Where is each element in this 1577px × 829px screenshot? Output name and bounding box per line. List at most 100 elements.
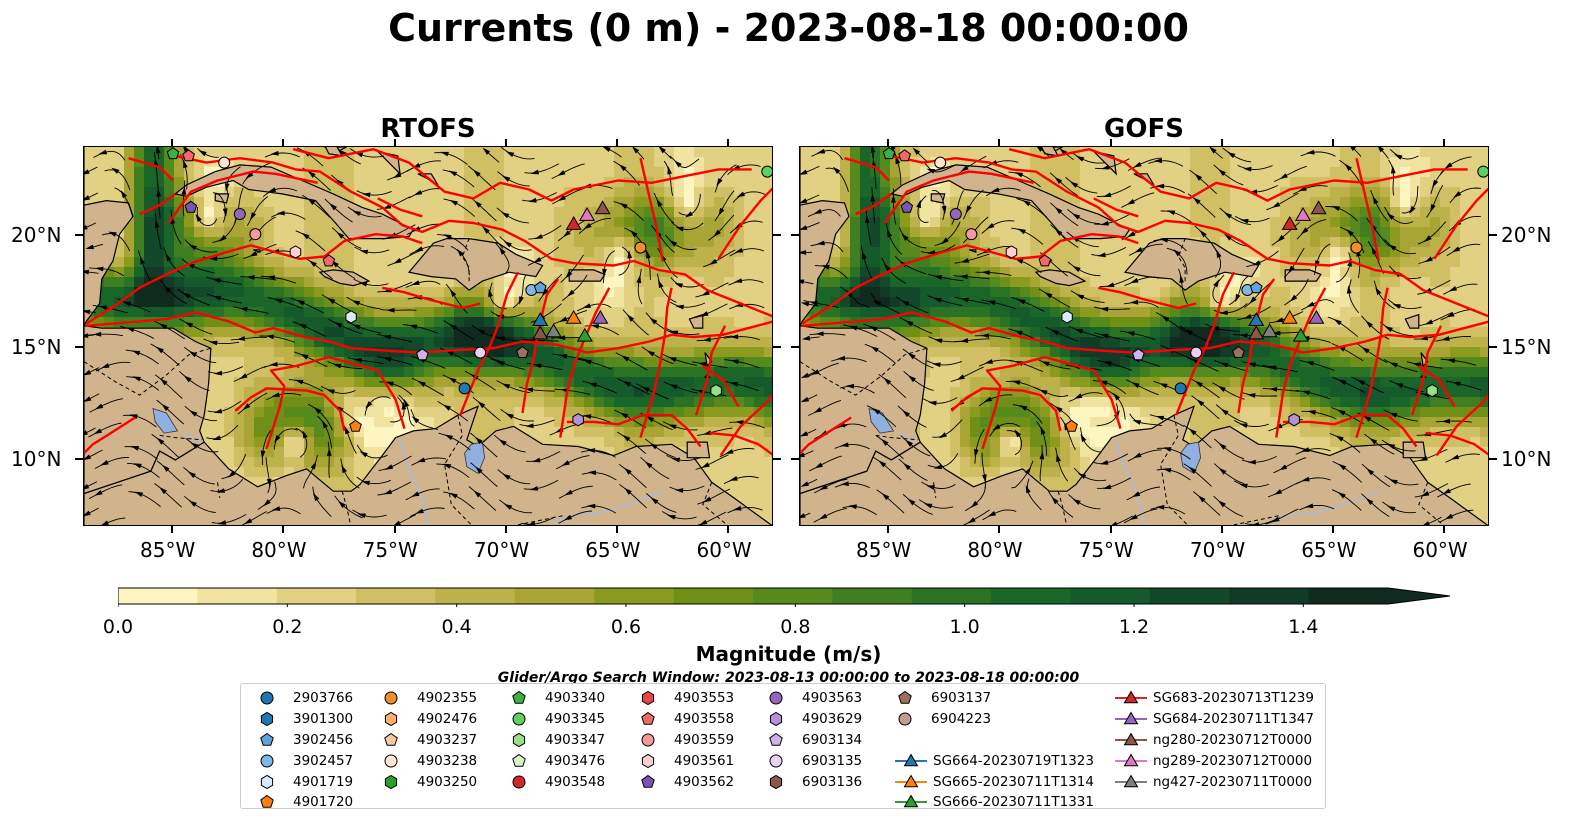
lon-tick-label: 70°W [1189, 538, 1246, 562]
legend-item: 4903237 [381, 730, 477, 751]
lat-tick-label: 15°N [11, 335, 62, 360]
argo-float-4903558[interactable] [898, 149, 911, 162]
lon-tick-label: 85°W [856, 538, 912, 562]
glider-ng280-20230712T0000[interactable] [1248, 325, 1265, 340]
glider-ng427-20230711T0000[interactable] [1261, 323, 1278, 338]
argo-float-4903238[interactable] [218, 156, 231, 169]
legend-marker-icon [1115, 711, 1147, 725]
legend-label: 4903238 [417, 752, 478, 769]
lon-tick-label: 75°W [1078, 538, 1134, 562]
legend-label: 4901719 [293, 773, 354, 790]
argo-float-4903558[interactable] [182, 149, 195, 162]
glider-SG683-20230713T1239[interactable] [1281, 215, 1298, 230]
argo-float-6903135[interactable] [1190, 346, 1203, 359]
argo-float-4903347[interactable] [710, 384, 722, 398]
map-panel-gofs[interactable] [799, 146, 1489, 526]
argo-float-4901719[interactable] [345, 310, 357, 324]
argo-float-6903135[interactable] [474, 346, 487, 359]
argo-float-4903558[interactable] [1038, 254, 1052, 267]
figure-title: Currents (0 m) - 2023-08-18 00:00:00 [388, 6, 1189, 50]
streamlines [84, 147, 766, 525]
streamlines [800, 147, 1482, 525]
legend-item: 6903137 [895, 688, 991, 709]
argo-float-3902456[interactable] [533, 281, 547, 294]
argo-float-4903559[interactable] [965, 228, 978, 241]
glider-ng280-20230712T0000[interactable] [1310, 200, 1327, 215]
legend-marker-icon [384, 754, 398, 768]
glider-SG666-20230711T1331[interactable] [576, 327, 593, 342]
argo-float-6903137[interactable] [516, 345, 529, 358]
argo-float-4903561[interactable] [289, 245, 302, 259]
legend-marker-icon [260, 754, 274, 768]
legend-marker-icon [641, 733, 655, 747]
argo-float-4903563[interactable] [233, 208, 246, 221]
lat-tick-mark [773, 457, 781, 460]
lon-tick-label: 75°W [362, 538, 418, 562]
argo-float-4901720[interactable] [1065, 419, 1078, 432]
argo-float-2903766[interactable] [458, 382, 471, 395]
argo-float-6903137[interactable] [1232, 345, 1245, 358]
glider-SG664-20230719T1323[interactable] [532, 312, 549, 326]
argo-float-4903561[interactable] [1005, 245, 1018, 259]
argo-float-4903562[interactable] [184, 200, 198, 213]
argo-float-4901719[interactable] [1061, 310, 1073, 324]
legend-item: 3901300 [257, 709, 353, 730]
argo-float-4903238[interactable] [934, 156, 947, 169]
argo-float-6903134[interactable] [416, 348, 429, 361]
argo-float-4901720[interactable] [349, 419, 362, 432]
argo-float-4903347[interactable] [1426, 384, 1438, 398]
argo-float-4903629[interactable] [572, 413, 584, 427]
glider-SG666-20230711T1331[interactable] [1292, 327, 1309, 342]
legend-label: 4901720 [293, 794, 354, 811]
lon-tick-mark-top [1443, 139, 1446, 146]
argo-float-4903345[interactable] [761, 165, 773, 178]
legend-label: 6903137 [931, 690, 992, 707]
argo-float-4903563[interactable] [949, 208, 962, 221]
legend-item: 4903629 [766, 709, 862, 730]
lat-tick-mark [75, 346, 83, 349]
legend-item: 4901719 [257, 771, 353, 792]
lat-tick-mark [75, 234, 83, 237]
legend-item: 4903345 [509, 709, 605, 730]
argo-float-2903766[interactable] [1174, 382, 1187, 395]
legend-label: 4903237 [417, 731, 478, 748]
legend-marker-icon [260, 691, 274, 705]
lon-tick-mark [616, 526, 619, 533]
argo-float-4903629[interactable] [1288, 413, 1300, 427]
argo-float-4902355[interactable] [1350, 241, 1363, 254]
argo-float-4902355[interactable] [634, 241, 647, 254]
legend-label: 3902456 [293, 731, 354, 748]
glider-ng289-20230712T0000[interactable] [1295, 206, 1312, 221]
map-canvas-gofs [800, 147, 1489, 525]
legend-marker-icon [384, 732, 398, 746]
legend-label: 4903559 [674, 731, 735, 748]
glider-SG684-20230711T1347[interactable] [1308, 309, 1325, 324]
argo-float-6903134[interactable] [1132, 348, 1145, 361]
legend-item: 2903766 [257, 688, 353, 709]
argo-float-3902456[interactable] [1249, 281, 1263, 294]
glider-SG683-20230713T1239[interactable] [565, 215, 582, 230]
map-canvas-rtofs [84, 147, 773, 525]
glider-ng289-20230712T0000[interactable] [579, 206, 596, 221]
glider-ng280-20230712T0000[interactable] [594, 200, 611, 215]
legend-label: 4903561 [674, 752, 735, 769]
argo-float-4903558[interactable] [322, 254, 336, 267]
glider-ng280-20230712T0000[interactable] [532, 325, 549, 340]
legend: 2903766 3901300 3902456 3902457 4901719 49017… [240, 683, 1326, 811]
legend-item: 6903136 [766, 771, 862, 792]
legend-item: 4903340 [509, 688, 605, 709]
argo-float-4903559[interactable] [249, 228, 262, 241]
glider-SG665-20230711T1314[interactable] [1281, 309, 1298, 324]
argo-float-4903340[interactable] [882, 147, 896, 160]
map-panel-rtofs[interactable] [83, 146, 773, 526]
glider-SG665-20230711T1314[interactable] [565, 309, 582, 324]
argo-float-4903340[interactable] [166, 147, 180, 160]
argo-float-4903562[interactable] [900, 200, 914, 213]
glider-ng427-20230711T0000[interactable] [545, 323, 562, 338]
legend-marker-icon [512, 775, 526, 789]
glider-SG684-20230711T1347[interactable] [592, 309, 609, 324]
legend-item: 4903476 [509, 750, 605, 771]
lat-tick-mark [773, 346, 781, 349]
argo-float-4903345[interactable] [1477, 165, 1489, 178]
glider-SG664-20230719T1323[interactable] [1248, 312, 1265, 326]
